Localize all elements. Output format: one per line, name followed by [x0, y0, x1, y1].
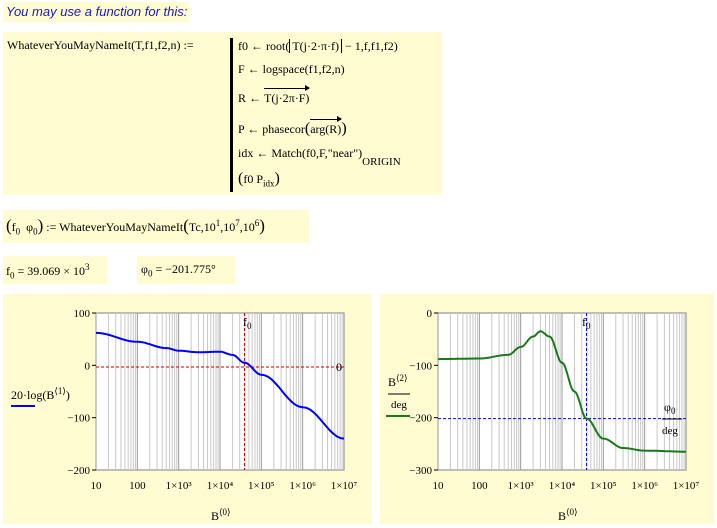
y-tick-label: 0	[85, 360, 91, 372]
x-tick-label: 1×10⁴	[549, 480, 576, 492]
x-tick-label: 10	[433, 480, 445, 492]
program-line-6: (f0 Pidx)	[238, 170, 280, 189]
y-tick-label: −100	[67, 413, 90, 425]
result-f0-text: f0 = 39.069 × 103	[6, 262, 90, 281]
phase-y-label-den: deg	[391, 399, 407, 411]
y-tick-label: 100	[74, 308, 91, 320]
y-tick-label: 0	[427, 308, 433, 320]
f0-marker-label: f0	[243, 315, 252, 331]
function-signature: WhateverYouMayNameIt(T,f1,f2,n) :=	[7, 38, 194, 52]
result-f0[interactable]	[3, 256, 107, 284]
x-tick-label: 1×10⁷	[673, 480, 700, 492]
x-tick-label: 1×10⁴	[207, 480, 234, 492]
phase-curve	[437, 330, 686, 453]
function-call-expression: (f0 φ0) := WhateverYouMayNameIt(Tc,101,1…	[6, 216, 265, 237]
x-tick-label: 1×10⁶	[631, 480, 658, 492]
x-tick-label: 100	[129, 480, 146, 492]
zero-marker-label: 0	[336, 360, 342, 374]
x-tick-label: 1×10⁵	[590, 480, 617, 492]
magnitude-x-label: B⟨0⟩	[211, 507, 231, 523]
y-tick-label: −300	[409, 465, 432, 477]
x-tick-label: 1×10⁶	[289, 480, 316, 492]
program-line-1: f0 ← root(T(j·2·π·f) − 1,f,f1,f2)	[238, 39, 398, 53]
x-tick-label: 1×10⁷	[331, 480, 358, 492]
f0-marker-label: f0	[582, 315, 591, 331]
phase-plot: 10 100 1×10³ 1×10⁴ 1×10⁵ 1×10⁶ 1×10⁷ 0 −100 −200 −…	[386, 308, 700, 523]
y-tick-label: −200	[409, 413, 432, 425]
note-text: You may use a function for this:	[3, 2, 189, 22]
y-tick-label: −200	[67, 465, 90, 477]
program-bar	[230, 38, 233, 192]
phi0-denominator: deg	[662, 425, 678, 437]
function-call[interactable]	[3, 210, 309, 243]
program-line-4: P ← phasecor(arg(R))	[238, 116, 347, 137]
magnitude-plot: 10 100 1×10³ 1×10⁴ 1×10⁵ 1×10⁶ 1×10⁷ 100 0 −100 −2…	[11, 308, 358, 523]
program-line-5: idx ← Match(f0,F,"near")ORIGIN	[238, 146, 401, 169]
result-phi0[interactable]	[137, 256, 235, 284]
x-tick-label: 1×10³	[166, 480, 193, 492]
phase-y-label-num: B⟨2⟩	[388, 373, 408, 389]
x-tick-label: 10	[91, 480, 103, 492]
function-definition[interactable]	[3, 32, 442, 195]
x-tick-label: 1×10⁵	[248, 480, 275, 492]
program-line-2: F ← logspace(f1,f2,n)	[238, 62, 345, 76]
x-tick-label: 100	[471, 480, 488, 492]
magnitude-curve	[95, 331, 345, 440]
x-tick-label: 1×10³	[508, 480, 535, 492]
phase-x-label: B⟨0⟩	[558, 507, 578, 523]
phi0-label: φ0	[664, 400, 676, 416]
y-tick-label: −100	[409, 360, 432, 372]
magnitude-y-label: 20·log(B⟨1⟩)	[11, 386, 70, 402]
program-line-3: R ← T(j·2π·F)	[238, 85, 311, 105]
result-phi0-text: φ0 = −201.775°	[141, 262, 216, 279]
